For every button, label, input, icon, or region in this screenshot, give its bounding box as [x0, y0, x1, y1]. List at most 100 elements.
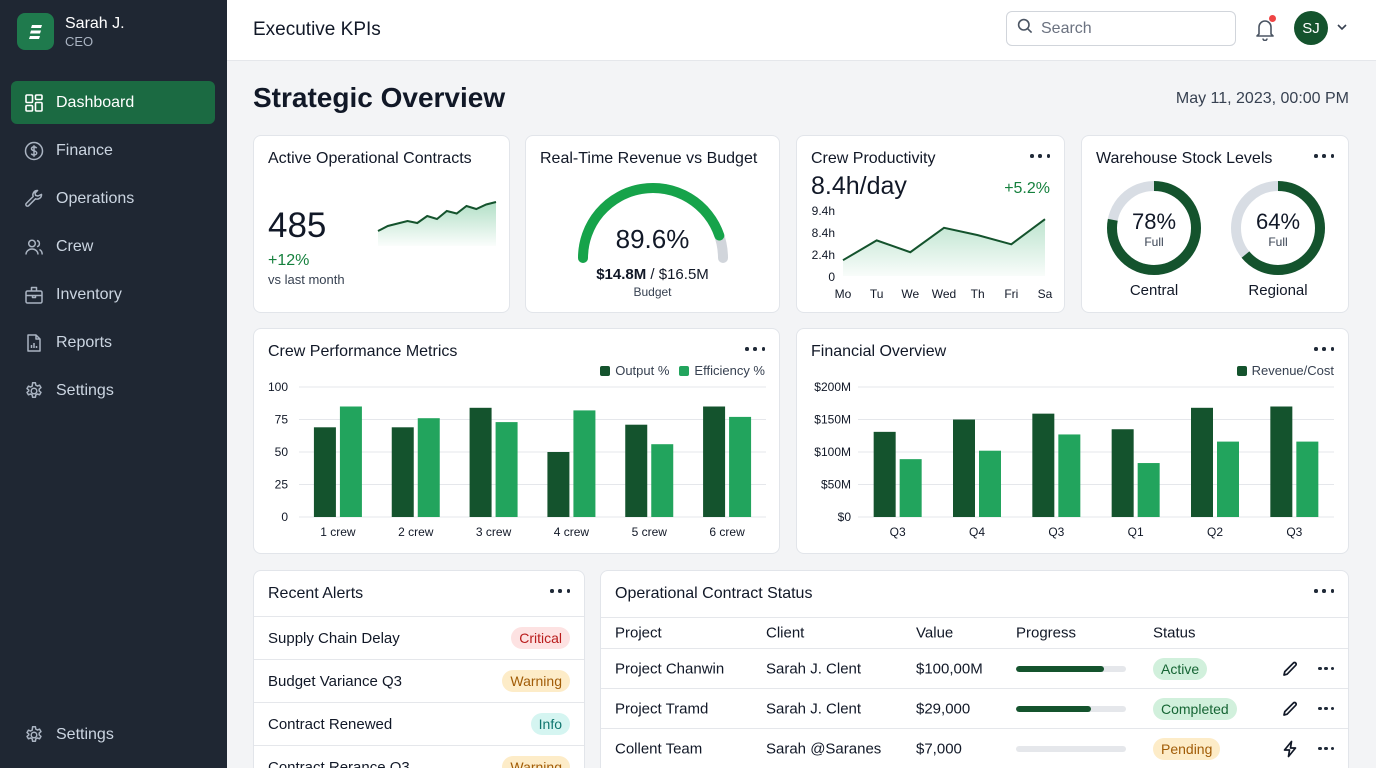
x-tick-label: 2 crew: [398, 525, 434, 539]
status-badge: Pending: [1153, 737, 1221, 760]
revenue-gauge: [578, 183, 728, 263]
alert-row[interactable]: Budget Variance Q3 Warning: [254, 659, 584, 702]
column-header[interactable]: Client: [766, 624, 805, 642]
user-profile[interactable]: Sarah J. CEO: [17, 13, 125, 50]
revenue-amount: $14.8M / $16.5M: [526, 266, 779, 283]
bar: [573, 410, 596, 517]
users-icon: [24, 237, 44, 257]
x-tick-label: Q3: [1286, 525, 1302, 539]
table-header: Project Client Value Progress Status: [601, 617, 1348, 649]
more-options-icon[interactable]: [1314, 583, 1334, 599]
donut-percent: 78%: [1131, 209, 1177, 234]
row-more-icon[interactable]: [1318, 666, 1334, 671]
gauge-fill: [578, 183, 725, 263]
progress-fill: [1016, 705, 1091, 712]
x-tick-label: Tu: [870, 287, 884, 301]
column-header[interactable]: Value: [916, 624, 954, 642]
sidebar-item-crew[interactable]: Crew: [11, 225, 215, 268]
row-more-icon[interactable]: [1318, 706, 1334, 711]
alert-row[interactable]: Contract Renewed Info: [254, 702, 584, 745]
bar: [1296, 441, 1319, 517]
column-header[interactable]: Progress: [1016, 624, 1077, 642]
sidebar-item-finance[interactable]: Finance: [11, 129, 215, 172]
alert-text: Contract Rerance Q3: [268, 758, 410, 768]
x-tick-label: Q3: [890, 525, 906, 539]
line-series: [842, 218, 1046, 262]
legend-label: Output %: [615, 363, 670, 378]
sidebar-item-label: Inventory: [56, 285, 122, 303]
sidebar-item-label: Operations: [56, 189, 135, 207]
search-box[interactable]: [1006, 11, 1236, 46]
more-options-icon[interactable]: [550, 583, 570, 599]
sidebar-bottom-settings[interactable]: Settings: [11, 713, 215, 756]
card-title: Crew Productivity: [811, 150, 936, 167]
column-header[interactable]: Project: [615, 624, 662, 642]
x-tick-label: 3 crew: [476, 525, 512, 539]
card-title: Crew Performance Metrics: [268, 343, 458, 360]
donut-regional: 64% Full: [1228, 178, 1328, 278]
more-options-icon[interactable]: [1314, 341, 1334, 357]
sidebar-item-operations[interactable]: Operations: [11, 177, 215, 220]
notification-bell-icon[interactable]: [1254, 17, 1276, 42]
x-tick-label: Q3: [1048, 525, 1064, 539]
wrench-icon: [24, 189, 44, 209]
column-header[interactable]: Status: [1153, 624, 1196, 642]
sparkline-chart: [377, 201, 497, 246]
crew-bar-chart: 100 75 50 25 0 1 crew 2 crew 3 crew 4 crew 5 crew…: [268, 380, 766, 539]
y-tick-label: $50M: [821, 478, 851, 492]
y-tick-label: 2.4h: [812, 248, 835, 262]
more-options-icon[interactable]: [1030, 148, 1050, 164]
kpi-value: 8.4h/day: [811, 172, 907, 200]
revenue-separator: /: [646, 266, 659, 283]
alert-text: Contract Renewed: [268, 715, 393, 733]
sidebar-item-reports[interactable]: Reports: [11, 321, 215, 364]
more-options-icon[interactable]: [745, 341, 765, 357]
donut-label: Full: [1268, 235, 1288, 249]
financial-overview-card: Financial Overview Revenue/Cost $200M $15…: [796, 328, 1349, 554]
alert-row[interactable]: Supply Chain Delay Critical: [254, 616, 584, 659]
sidebar-item-settings[interactable]: Settings: [11, 369, 215, 412]
table-row[interactable]: Project Chanwin Sarah J. Clent $100,00M …: [601, 649, 1348, 689]
alert-badge: Critical: [511, 627, 570, 649]
progress-bar: [1016, 705, 1126, 712]
progress-bar: [1016, 745, 1126, 752]
alert-text: Supply Chain Delay: [268, 629, 400, 647]
lightning-icon[interactable]: [1281, 740, 1299, 758]
y-tick-label: $150M: [814, 413, 851, 427]
bar: [873, 431, 896, 517]
sidebar-item-dashboard[interactable]: Dashboard: [11, 81, 215, 124]
table-row[interactable]: Collent Team Sarah @Saranes $7,000 Pendi…: [601, 729, 1348, 768]
gear-icon: [24, 381, 44, 401]
x-tick-label: 1 crew: [320, 525, 356, 539]
bar: [953, 419, 975, 517]
bar: [495, 422, 518, 517]
pencil-icon[interactable]: [1281, 660, 1299, 678]
bar: [625, 424, 648, 517]
legend-item: Efficiency %: [679, 363, 765, 378]
pencil-icon[interactable]: [1281, 700, 1299, 718]
chart-legend: Output % Efficiency %: [590, 363, 765, 378]
donut-name: Regional: [1248, 282, 1308, 299]
row-more-icon[interactable]: [1318, 746, 1334, 751]
cell-project: Collent Team: [615, 740, 703, 757]
cell-value: $7,000: [916, 740, 962, 757]
legend-label: Efficiency %: [694, 363, 765, 378]
box-icon: [24, 285, 44, 305]
search-icon: [1017, 18, 1033, 39]
grid-icon: [24, 93, 44, 113]
chart-legend: Revenue/Cost: [1227, 363, 1334, 378]
search-input[interactable]: [1041, 19, 1221, 38]
donut-label: Full: [1144, 235, 1164, 249]
alert-badge: Warning: [502, 756, 570, 768]
sidebar-item-inventory[interactable]: Inventory: [11, 273, 215, 316]
table-row[interactable]: Project Tramd Sarah J. Clent $29,000 Com…: [601, 689, 1348, 729]
bar: [979, 450, 1001, 517]
avatar[interactable]: SJ: [1294, 11, 1328, 45]
card-title: Active Operational Contracts: [268, 150, 472, 167]
chevron-down-icon[interactable]: [1335, 20, 1349, 34]
cell-client: Sarah J. Clent: [766, 700, 862, 717]
bar: [703, 406, 726, 517]
more-options-icon[interactable]: [1314, 148, 1334, 164]
kpi-value: 485: [268, 206, 327, 245]
alert-row[interactable]: Contract Rerance Q3 Warning: [254, 745, 584, 768]
